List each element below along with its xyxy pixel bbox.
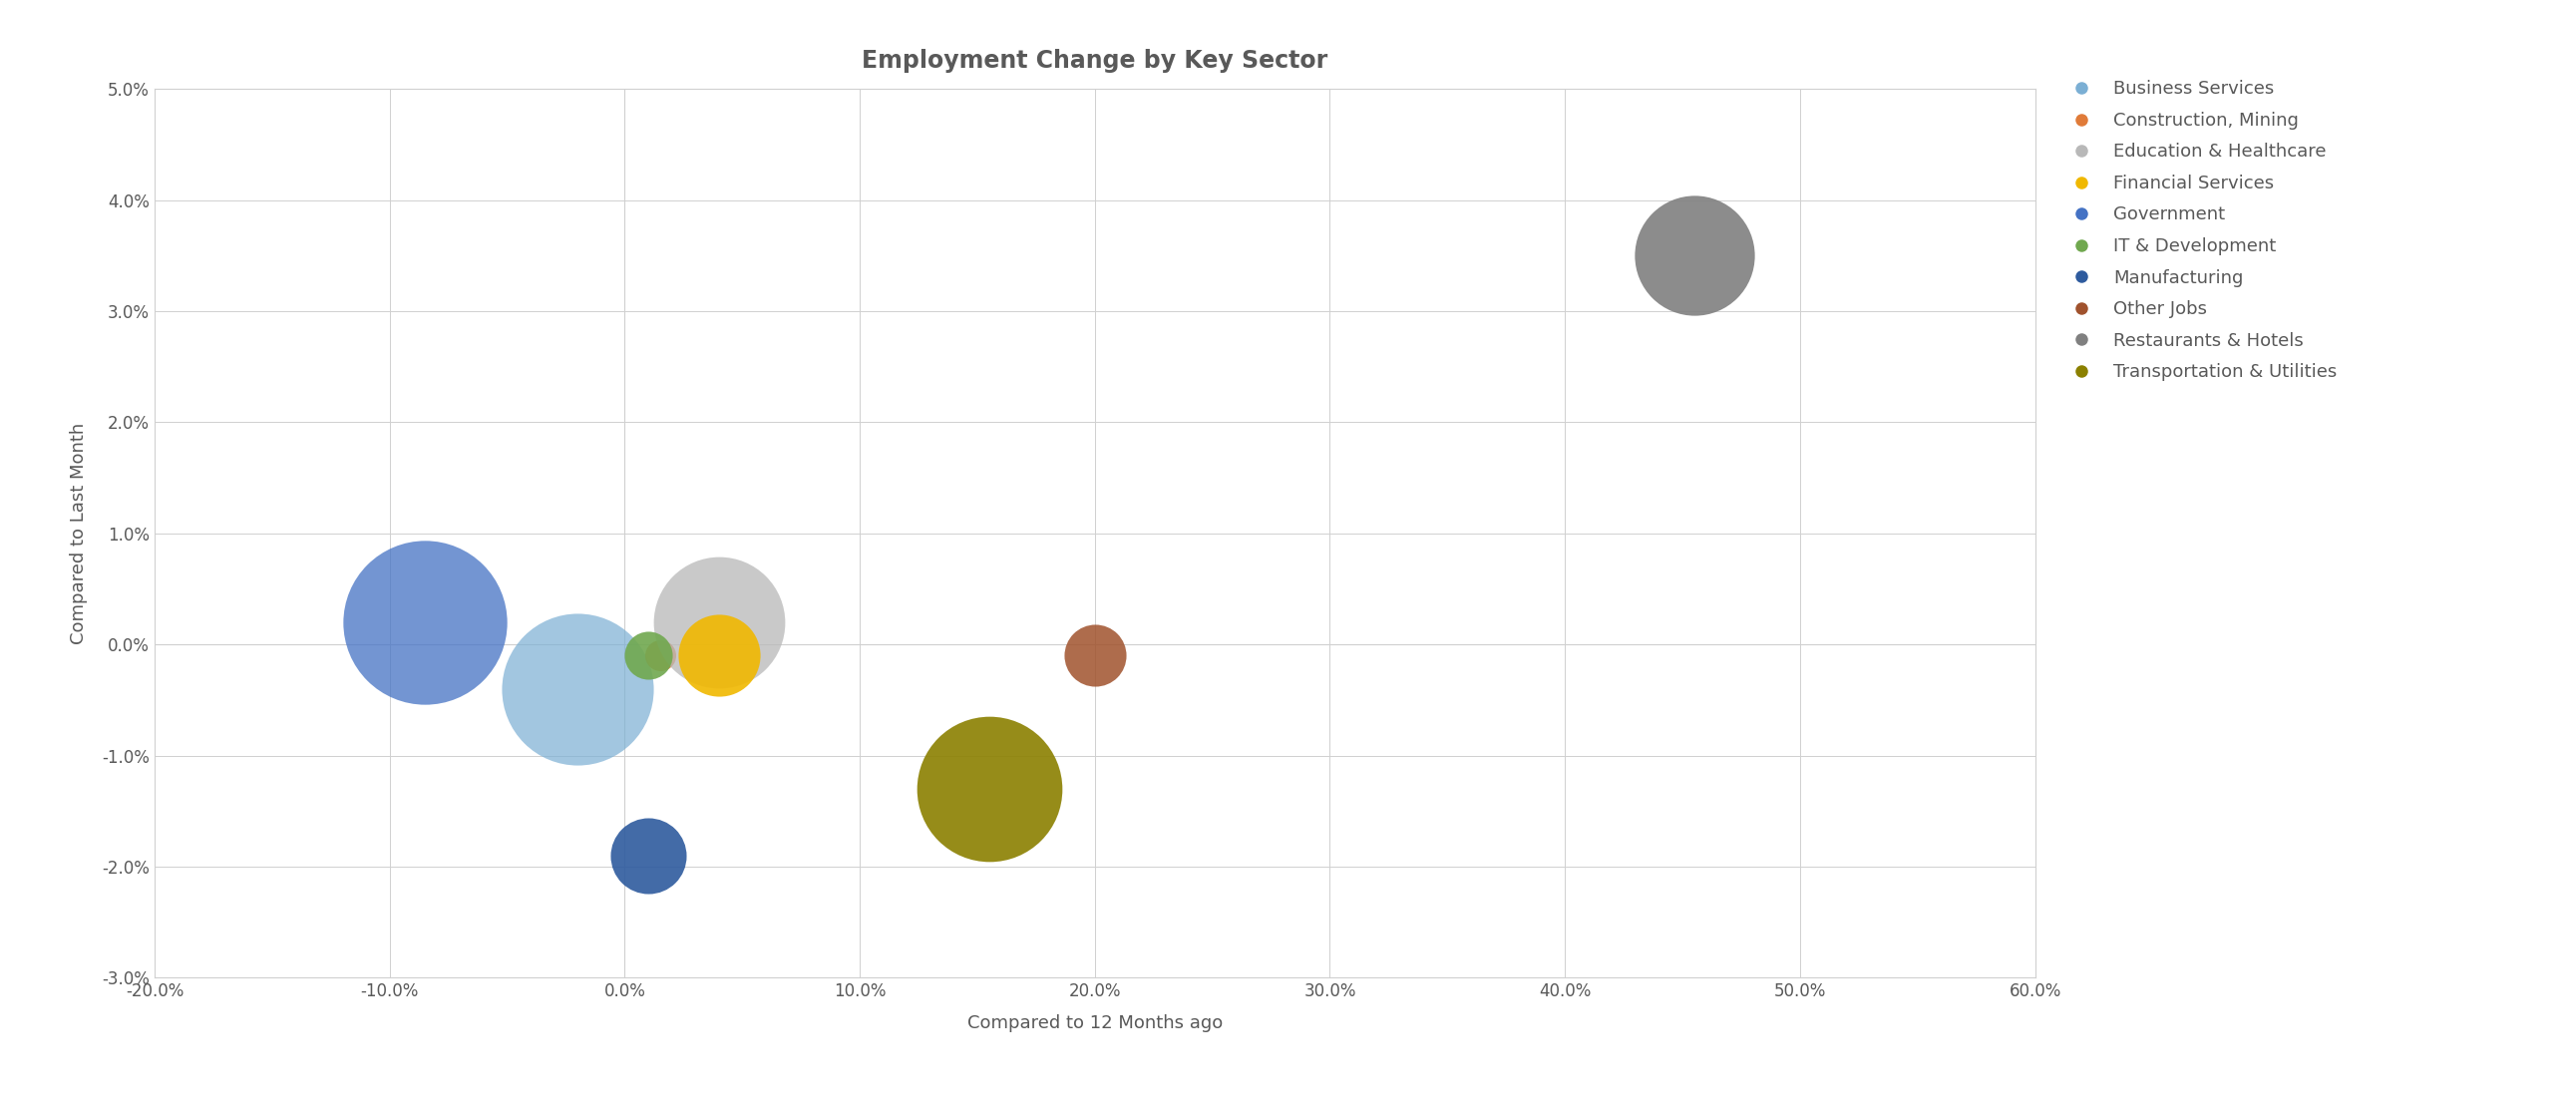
Restaurants & Hotels (1674, 247, 1716, 264)
Education & Healthcare (698, 613, 739, 631)
Legend: Business Services, Construction, Mining, Education & Healthcare, Financial Servi: Business Services, Construction, Mining,… (2063, 80, 2336, 381)
IT & Development (629, 647, 670, 664)
Transportation & Utilities (969, 780, 1010, 798)
Title: Employment Change by Key Sector: Employment Change by Key Sector (863, 49, 1327, 73)
Business Services (556, 680, 598, 698)
X-axis label: Compared to 12 Months ago: Compared to 12 Months ago (966, 1014, 1224, 1032)
Government (404, 613, 446, 631)
Construction, Mining (639, 647, 680, 664)
Y-axis label: Compared to Last Month: Compared to Last Month (70, 422, 88, 644)
Other Jobs (1074, 647, 1115, 664)
Manufacturing (629, 847, 670, 864)
Financial Services (698, 647, 739, 664)
